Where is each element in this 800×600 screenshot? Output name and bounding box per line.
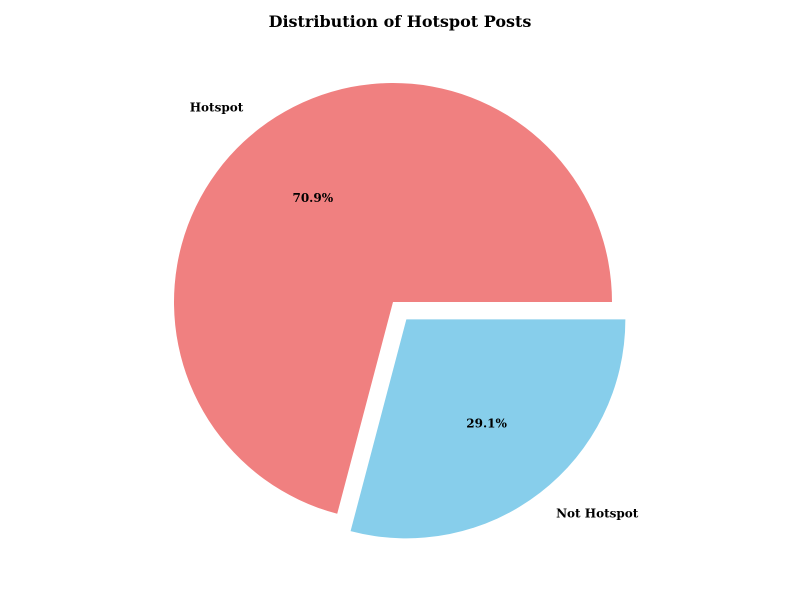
chart-title: Distribution of Hotspot Posts <box>269 12 532 31</box>
pie-slices <box>173 82 626 539</box>
pie-labels: Hotspot 70.9% Not Hotspot 29.1% <box>190 101 639 521</box>
pie-slice-not-hotspot <box>350 319 626 539</box>
pct-label-hotspot: 70.9% <box>292 191 333 205</box>
slice-label-hotspot: Hotspot <box>190 101 244 115</box>
pie-slice-hotspot <box>173 82 612 514</box>
slice-label-not-hotspot: Not Hotspot <box>556 507 639 521</box>
pct-label-not-hotspot: 29.1% <box>466 416 507 430</box>
